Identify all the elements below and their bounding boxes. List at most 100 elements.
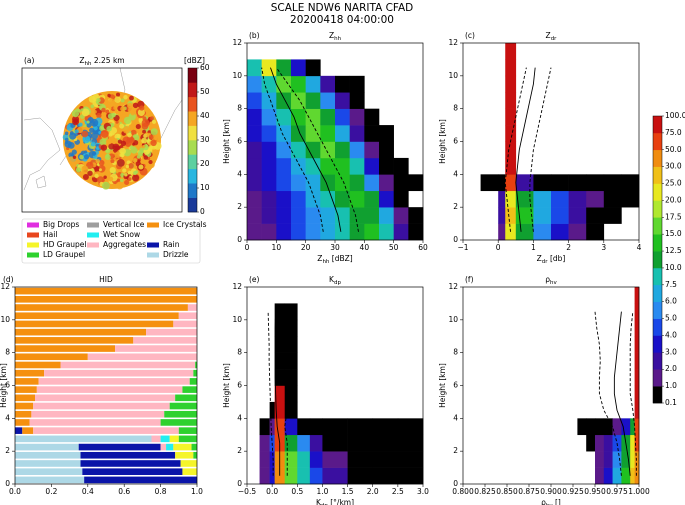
cfad-cell (276, 190, 292, 208)
cfad-cell (269, 451, 275, 468)
x-tick-label: 30 (330, 243, 340, 252)
hid-bar (182, 468, 197, 475)
legend-label: Hail (43, 230, 57, 239)
radar-echo (137, 109, 145, 117)
cfad-cell (603, 467, 613, 485)
cfad-cell (379, 190, 394, 208)
cfad-cell (247, 92, 262, 109)
hid-bar (80, 460, 181, 467)
figure-title: SCALE NDW6 NARITA CFAD (271, 2, 414, 14)
y-axis-label: Height [km] (222, 119, 231, 164)
radar-echo (88, 95, 96, 103)
x-axis-label-part: [°/km] (328, 498, 354, 505)
cfad-cell (309, 418, 323, 436)
panel-label: (c) (465, 31, 475, 40)
radar-echo (135, 123, 141, 130)
y-tick-label: 8 (237, 348, 242, 357)
cfad-cell (274, 319, 286, 337)
y-tick-label: 4 (237, 169, 242, 178)
legend-label: Aggregates (103, 240, 146, 249)
y-axis-label: Height [km] (0, 363, 8, 408)
radar-echo (87, 170, 93, 176)
legend-swatch (27, 252, 39, 258)
radar-echo (150, 116, 155, 121)
hid-bar (15, 320, 174, 328)
cfad-cell (320, 223, 336, 241)
cfad-cell (274, 385, 286, 403)
cfad-cell (393, 207, 409, 224)
legend-swatch (87, 242, 99, 248)
colorbar-tick-label: 10.0 (665, 263, 682, 272)
x-tick-label: 0.2 (45, 487, 57, 496)
radar-echo (105, 148, 111, 154)
colorbar-segment (653, 217, 662, 235)
legend-swatch (27, 222, 39, 228)
legend-label: Drizzle (163, 250, 189, 259)
colorbar-tick-label: 50 (200, 87, 210, 96)
cfad-cell (349, 157, 365, 175)
panel-title-part: 2.25 km (92, 56, 125, 65)
radar-echo (120, 140, 127, 147)
cfad-cell (261, 157, 277, 175)
y-tick-label: 2 (453, 446, 458, 455)
axes-frame (462, 42, 640, 241)
legend-swatch (147, 252, 159, 258)
cfad-cell (349, 75, 365, 93)
radar-echo (106, 125, 112, 132)
colorbar-segment (188, 183, 197, 198)
cfad-cell (305, 174, 321, 192)
panel-title-part: Z (79, 56, 84, 65)
cfad-cell (247, 141, 262, 159)
x-tick-label: 1.0 (191, 487, 203, 496)
x-axis-label-part: Z (537, 254, 542, 263)
x-tick-label: 1.000 (628, 487, 650, 496)
colorbar-tick-label: 5.0 (665, 314, 677, 323)
cfad-cell (269, 418, 275, 436)
radar-echo (82, 135, 91, 144)
x-axis-label-part: dr (542, 259, 548, 265)
radar-echo (93, 110, 97, 114)
hid-bar (35, 394, 176, 402)
panel-title-part: dp (334, 280, 341, 286)
radar-echo (115, 120, 119, 124)
cfad-cell (305, 141, 321, 159)
cfad-cell (305, 75, 321, 93)
x-tick-label: 20 (301, 243, 311, 252)
colorbar-segment (653, 251, 662, 269)
cfad-cell (634, 401, 640, 419)
radar-echo (115, 181, 124, 190)
cfad-cell (291, 59, 306, 77)
cfad-cell (634, 287, 640, 304)
hid-bar (38, 378, 190, 385)
colorbar-tick-label: 0 (200, 207, 205, 216)
cfad-cell (364, 190, 380, 208)
x-tick-label: 60 (418, 243, 428, 252)
cfad-cell (284, 336, 298, 353)
cfad-cell (480, 174, 499, 192)
legend-label: Ice Crystals (163, 220, 207, 229)
x-tick-label: 2 (566, 243, 571, 252)
x-axis-label-part: [] (553, 498, 561, 505)
radar-echo (124, 173, 128, 177)
radar-echo (96, 112, 102, 119)
cfad-cell (551, 190, 569, 208)
cfad-cell (247, 190, 262, 208)
x-axis-label: Zdr [db] (537, 254, 566, 265)
colorbar-tick-label: 3.0 (665, 347, 677, 356)
cfad-cell (297, 434, 311, 452)
colorbar-tick-label: 20.0 (665, 195, 682, 204)
cfad-cell (261, 207, 277, 224)
colorbar-segment (653, 284, 662, 303)
cfad-cell (322, 418, 348, 436)
y-tick-label: 6 (453, 137, 458, 146)
cfad-cell (320, 108, 336, 126)
hid-bar (15, 435, 152, 443)
cfad-cell (551, 207, 569, 224)
radar-echo (119, 123, 125, 129)
cfad-cell (335, 190, 350, 208)
legend-label: LD Graupel (43, 250, 85, 259)
cfad-cell (322, 467, 348, 485)
cfad-cell (408, 174, 424, 192)
radar-echo (69, 132, 77, 140)
